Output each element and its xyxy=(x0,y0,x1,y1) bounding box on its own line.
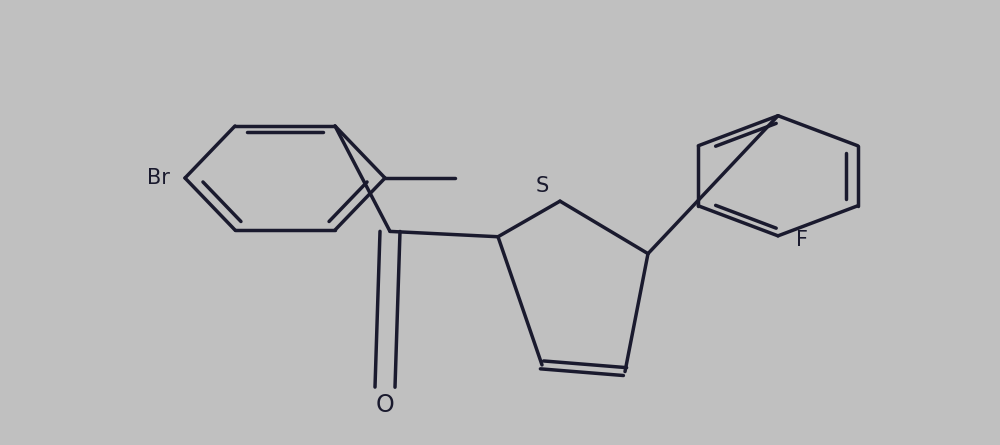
Text: F: F xyxy=(796,231,808,250)
Text: Br: Br xyxy=(147,168,170,188)
Text: O: O xyxy=(376,393,394,417)
Text: S: S xyxy=(535,176,549,195)
